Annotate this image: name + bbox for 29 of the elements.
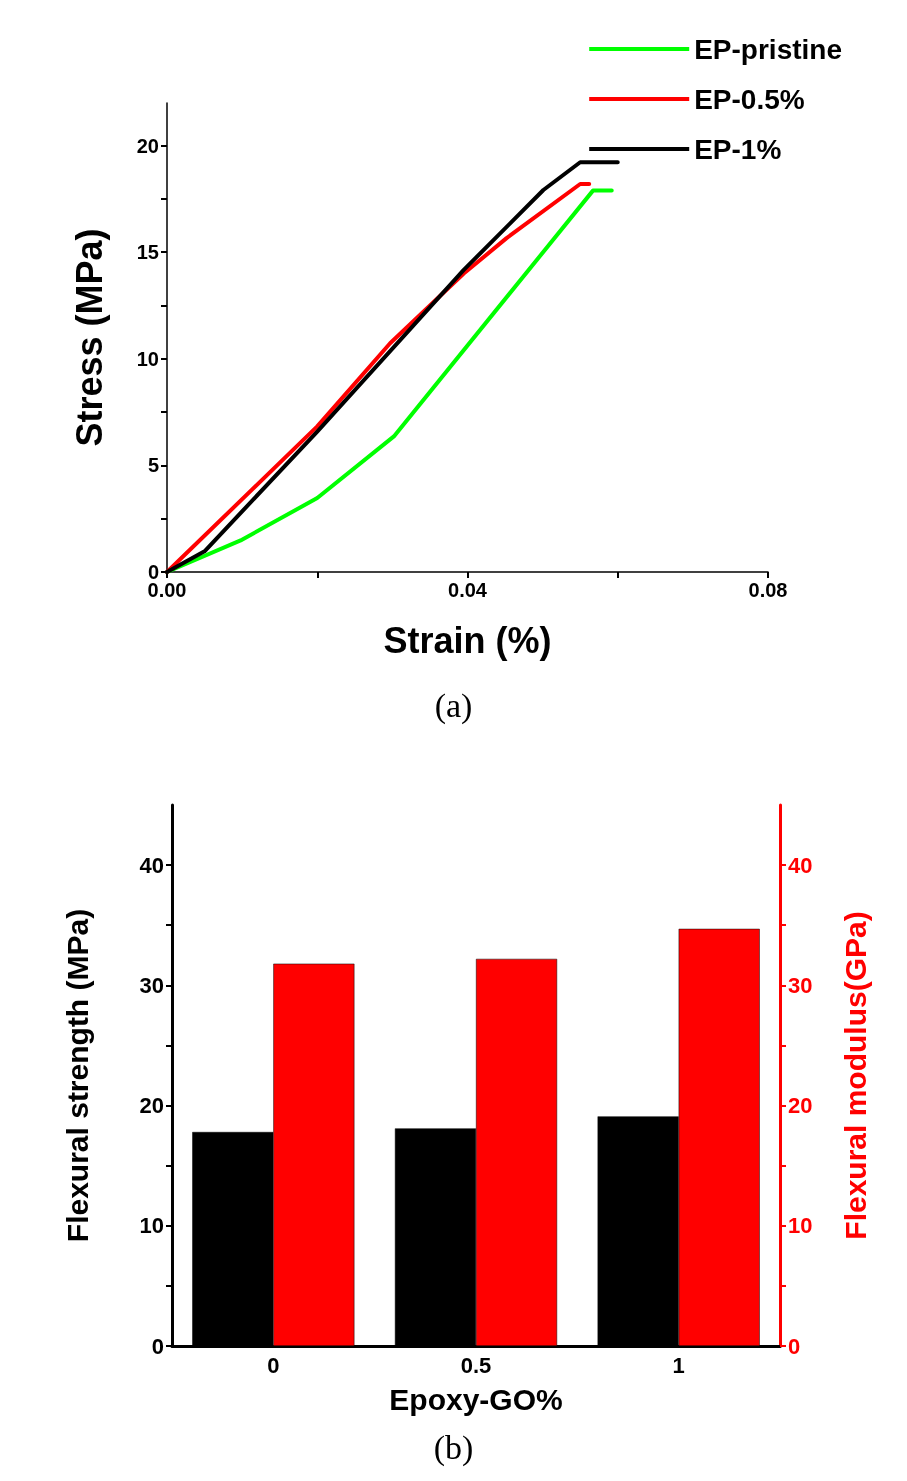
y2-tick-label: 30	[788, 972, 813, 998]
legend-label: EP-pristine	[694, 33, 843, 65]
text: (b)	[433, 1428, 474, 1467]
y2-tick-label: 20	[788, 1093, 813, 1119]
y-tick-label: 20	[139, 1093, 164, 1119]
y-tick-label: 40	[139, 852, 164, 878]
x-tick-label: 0	[267, 1352, 280, 1378]
x-tick-label: 0.04	[448, 579, 488, 601]
x-tick-label: 0.08	[748, 579, 788, 601]
y-tick-label: 5	[147, 454, 159, 477]
x-tick-label: 1	[672, 1352, 685, 1378]
text: (a)	[434, 686, 473, 725]
y2-axis-title: Flexural modulus(GPa)	[838, 911, 872, 1240]
y-tick-label: 10	[139, 1213, 164, 1239]
y-tick-label: 30	[139, 972, 164, 998]
legend-label: EP-0.5%	[694, 83, 805, 115]
y-axis-title: Flexural strength (MPa)	[60, 908, 94, 1243]
legend-label: EP-1%	[694, 133, 782, 165]
y-tick-label: 0	[151, 1333, 164, 1359]
x-axis-title: Epoxy-GO%	[389, 1382, 563, 1416]
y2-tick-label: 40	[788, 852, 813, 878]
y-tick-label: 20	[136, 134, 159, 157]
y-axis-title: Stress (MPa)	[68, 228, 110, 447]
x-tick-label: 0.5	[460, 1352, 492, 1378]
y2-tick-label: 10	[788, 1213, 813, 1239]
y-tick-label: 15	[136, 241, 159, 264]
y2-tick-label: 0	[788, 1333, 801, 1359]
x-axis-title: Strain (%)	[383, 619, 552, 661]
y-tick-label: 10	[136, 347, 159, 370]
